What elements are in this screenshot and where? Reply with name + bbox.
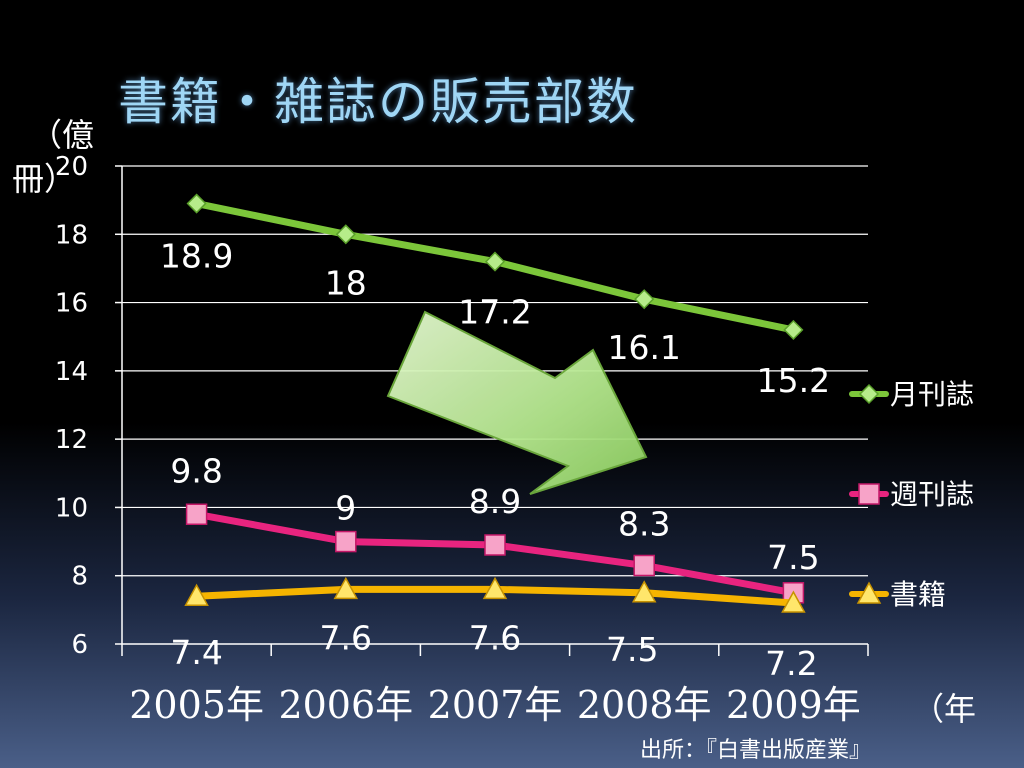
- data-point: [781, 590, 806, 613]
- data-label: 9.8: [170, 451, 222, 490]
- data-point: [633, 554, 655, 577]
- data-label: 18: [325, 263, 367, 302]
- y-tick-label: 12: [55, 425, 88, 455]
- legend-label: 月刊誌: [890, 378, 974, 411]
- data-label: 7.4: [170, 633, 222, 672]
- y-tick-label: 10: [55, 493, 88, 523]
- data-label: 9: [335, 489, 356, 528]
- data-label: 17.2: [458, 293, 531, 332]
- data-label: 15.2: [757, 361, 830, 400]
- data-point: [856, 581, 882, 604]
- data-label: 8.3: [618, 504, 670, 543]
- data-point: [858, 383, 880, 405]
- data-point: [484, 534, 506, 556]
- x-category-label: 2006年: [278, 683, 413, 727]
- x-category-label: 2009年: [726, 683, 861, 727]
- data-point: [482, 576, 508, 600]
- y-axis-label-cont: 冊）: [12, 160, 76, 198]
- data-point: [783, 319, 804, 340]
- y-tick-label: 6: [71, 630, 88, 660]
- data-point: [634, 289, 655, 310]
- x-category-labels: 2005年 2006年 2007年 2008年 2009年: [129, 683, 861, 727]
- data-label: 18.9: [160, 237, 233, 276]
- data-point: [185, 503, 208, 526]
- y-axis-label: （億: [30, 116, 94, 154]
- legend-label: 書籍: [890, 578, 946, 611]
- y-tick-label: 18: [55, 220, 88, 250]
- data-label: 16.1: [607, 328, 680, 367]
- axes: [115, 165, 869, 656]
- data-point: [186, 193, 207, 214]
- x-category-label: 2007年: [428, 683, 563, 727]
- data-point: [858, 483, 880, 505]
- x-category-label: 2005年: [129, 683, 264, 727]
- data-point: [335, 224, 356, 245]
- source-note: 出所：『白書出版産業』: [640, 738, 871, 763]
- y-tick-label: 14: [55, 357, 88, 387]
- data-label: 7.5: [767, 538, 819, 577]
- y-tick-label: 8: [71, 562, 88, 592]
- legend-label: 週刊誌: [890, 478, 974, 511]
- data-point: [484, 251, 506, 272]
- series-layer: [184, 193, 806, 613]
- gridlines: [122, 165, 868, 577]
- data-point: [631, 580, 657, 603]
- x-category-label: 2008年: [577, 683, 712, 727]
- y-tick-labels: 6 8 10 12 14 16 18 20: [55, 152, 88, 660]
- data-label: 7.5: [606, 630, 658, 669]
- data-label: 8.9: [469, 482, 521, 521]
- decline-arrow: [386, 310, 648, 495]
- chart-title: 書籍・雑誌の販売部数: [118, 73, 638, 131]
- data-point: [184, 583, 209, 606]
- data-labels: 18.9 18 17.2 16.1 15.2 9.8 9 8.9 8.3 7.5 7.4 7.6 7.6…: [160, 237, 830, 683]
- data-label: 7.2: [765, 644, 817, 683]
- x-axis-label: （年: [912, 690, 976, 728]
- data-label: 7.6: [320, 618, 372, 657]
- y-tick-label: 16: [55, 289, 88, 319]
- data-point: [333, 576, 359, 600]
- data-point: [335, 530, 357, 553]
- data-label: 7.6: [469, 618, 521, 657]
- y-tick-label: 20: [55, 152, 88, 182]
